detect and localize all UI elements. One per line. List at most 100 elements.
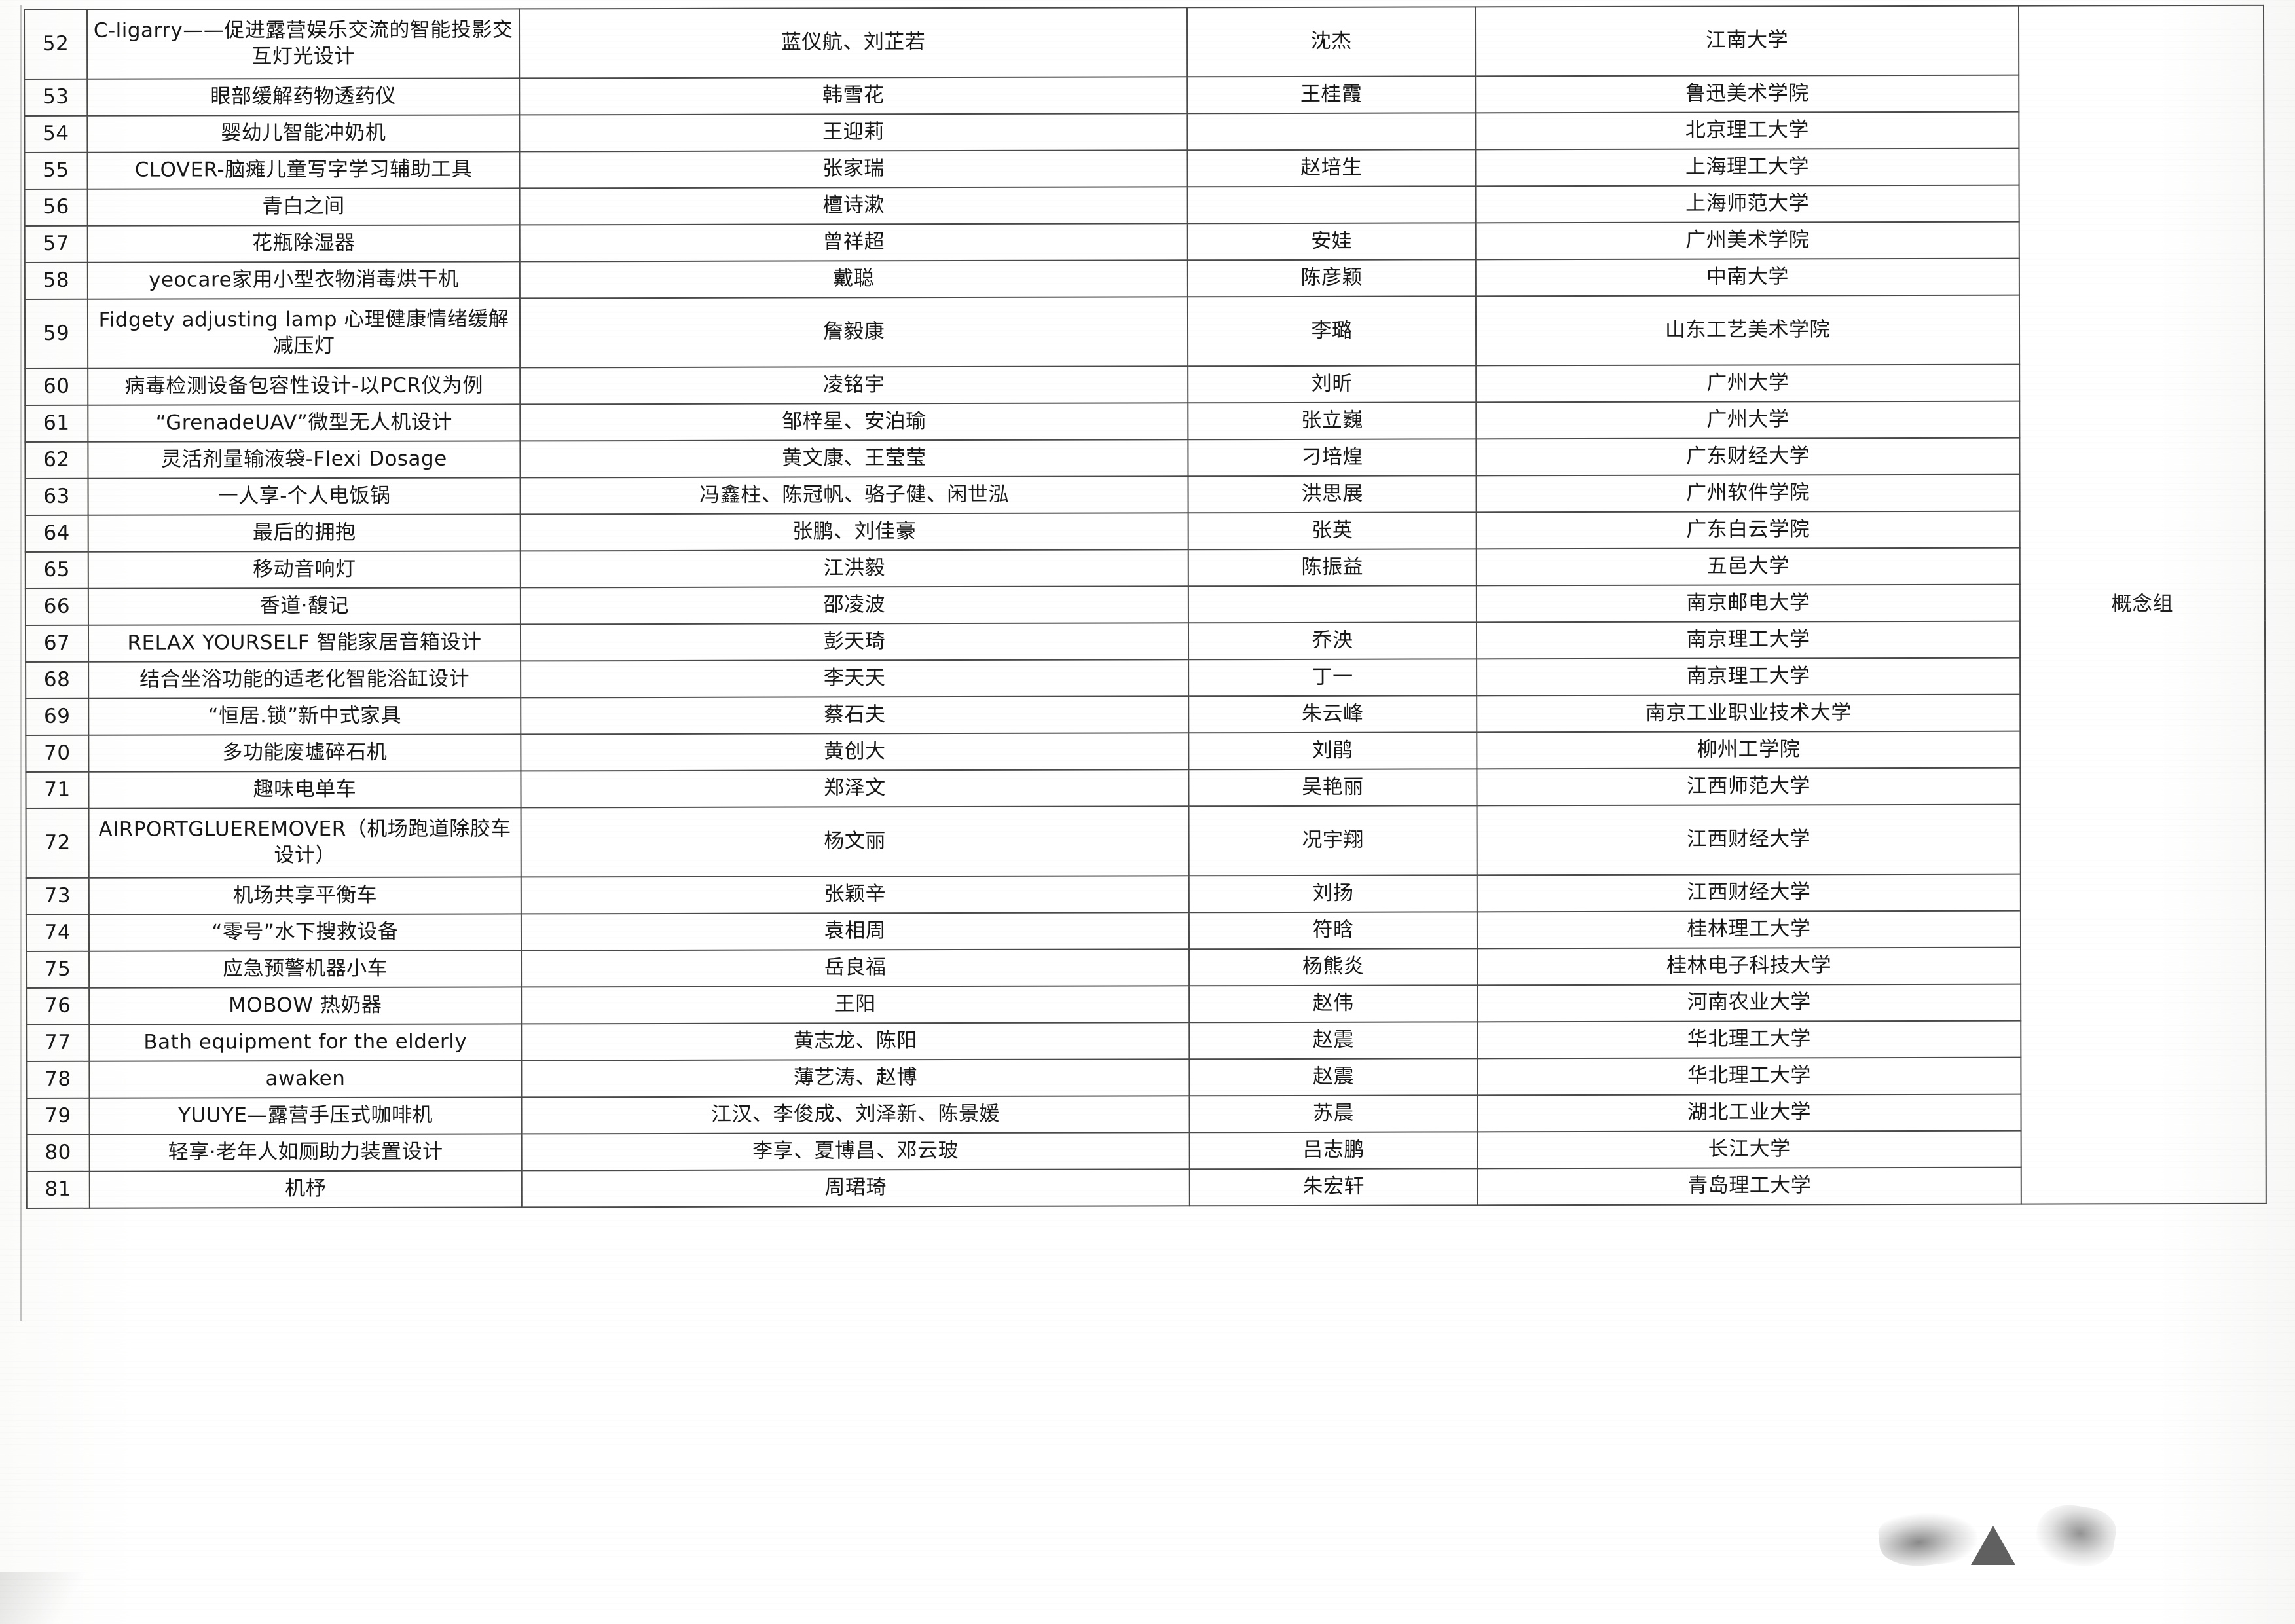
cell-author: 曾祥超 bbox=[519, 223, 1188, 262]
table-row: 68 结合坐浴功能的适老化智能浴缸设计 李天天 丁一 南京理工大学 bbox=[26, 657, 2265, 699]
cell-work-title: RELAX YOURSELF 智能家居音箱设计 bbox=[88, 624, 521, 662]
cell-index: 64 bbox=[25, 515, 88, 552]
table-row: 58 yeocare家用小型衣物消毒烘干机 戴聪 陈彦颖 中南大学 bbox=[24, 258, 2264, 299]
table-row: 54 婴幼儿智能冲奶机 王迎莉 北京理工大学 bbox=[24, 111, 2264, 153]
cell-school: 广东财经大学 bbox=[1476, 437, 2020, 476]
cell-mentor: 赵震 bbox=[1189, 1058, 1478, 1096]
cell-author: 周珺琦 bbox=[521, 1169, 1190, 1208]
cell-mentor: 王桂霞 bbox=[1187, 76, 1476, 114]
cell-index: 61 bbox=[25, 405, 88, 442]
cell-school: 广东白云学院 bbox=[1476, 511, 2020, 549]
cell-index: 65 bbox=[25, 551, 88, 589]
cell-school: 江南大学 bbox=[1475, 5, 2019, 77]
cell-work-title: 婴幼儿智能冲奶机 bbox=[87, 115, 520, 153]
cell-school: 青岛理工大学 bbox=[1477, 1167, 2021, 1206]
cell-mentor: 苏晨 bbox=[1189, 1095, 1478, 1133]
table-row: 62 灵活剂量输液袋-Flexi Dosage 黄文康、王莹莹 刁培煌 广东财经大学 bbox=[25, 437, 2264, 479]
table-row: 53 眼部缓解药物透药仪 韩雪花 王桂霞 鲁迅美术学院 bbox=[24, 75, 2264, 116]
cell-work-title: 病毒检测设备包容性设计-以PCR仪为例 bbox=[88, 367, 521, 405]
cell-mentor: 刁培煌 bbox=[1188, 439, 1477, 477]
cell-mentor: 洪思展 bbox=[1188, 475, 1477, 513]
cell-index: 78 bbox=[26, 1061, 90, 1098]
cell-work-title: 花瓶除湿器 bbox=[87, 225, 520, 263]
cell-index: 56 bbox=[24, 189, 88, 226]
cell-school: 南京邮电大学 bbox=[1476, 584, 2020, 623]
cell-work-title: 移动音响灯 bbox=[88, 551, 521, 589]
cell-school: 江西财经大学 bbox=[1477, 874, 2021, 912]
cell-author: 詹毅康 bbox=[519, 297, 1188, 368]
cell-work-title: “恒居.锁”新中式家具 bbox=[88, 697, 521, 735]
cell-index: 70 bbox=[26, 735, 89, 772]
table-row: 65 移动音响灯 江洪毅 陈振益 五邑大学 bbox=[25, 547, 2265, 589]
table-row: 69 “恒居.锁”新中式家具 蔡石夫 朱云峰 南京工业职业技术大学 bbox=[26, 694, 2265, 735]
cell-work-title: 应急预警机器小车 bbox=[89, 950, 522, 988]
table-row: 71 趣味电单车 郑泽文 吴艳丽 江西师范大学 bbox=[26, 767, 2265, 809]
table-row: 55 CLOVER-脑瘫儿童写字学习辅助工具 张家瑞 赵培生 上海理工大学 bbox=[24, 148, 2264, 189]
cell-author: 戴聪 bbox=[519, 260, 1188, 299]
table-row: 79 YUUYE—露营手压式咖啡机 江汉、李俊成、刘泽新、陈景媛 苏晨 湖北工业大学 bbox=[26, 1094, 2266, 1135]
cell-author: 蓝仪航、刘芷若 bbox=[519, 7, 1188, 79]
cell-mentor: 张英 bbox=[1188, 512, 1477, 550]
cell-index: 79 bbox=[26, 1098, 90, 1135]
cell-work-title: MOBOW 热奶器 bbox=[89, 987, 522, 1025]
table-row: 80 轻享·老年人如厕助力装置设计 李享、夏博昌、邓云玻 吕志鹏 长江大学 bbox=[26, 1130, 2266, 1172]
cell-school: 南京工业职业技术大学 bbox=[1477, 694, 2021, 733]
cell-school: 华北理工大学 bbox=[1477, 1057, 2021, 1096]
cell-author: 王迎莉 bbox=[519, 113, 1188, 152]
cell-mentor: 丁一 bbox=[1188, 659, 1477, 697]
cell-work-title: 青白之间 bbox=[87, 188, 520, 226]
cell-index: 75 bbox=[26, 951, 90, 988]
cell-mentor: 吕志鹏 bbox=[1189, 1132, 1478, 1170]
table-row: 76 MOBOW 热奶器 王阳 赵伟 河南农业大学 bbox=[26, 984, 2266, 1025]
cell-work-title: awaken bbox=[89, 1060, 522, 1098]
cell-index: 54 bbox=[24, 115, 88, 153]
cell-mentor: 赵培生 bbox=[1187, 149, 1476, 187]
cell-mentor: 安娃 bbox=[1187, 223, 1476, 261]
cell-school: 广州大学 bbox=[1476, 401, 2020, 439]
cell-index: 67 bbox=[25, 625, 89, 662]
cell-index: 74 bbox=[26, 914, 90, 951]
cell-work-title: 机场共享平衡车 bbox=[88, 877, 521, 915]
cell-work-title: AIRPORTGLUEREMOVER（机场跑道除胶车设计） bbox=[88, 807, 521, 878]
cell-mentor: 乔泱 bbox=[1188, 622, 1477, 660]
cell-school: 华北理工大学 bbox=[1477, 1020, 2021, 1059]
cell-index: 62 bbox=[25, 441, 88, 479]
cell-school: 上海理工大学 bbox=[1475, 148, 2019, 187]
cell-work-title: 最后的拥抱 bbox=[88, 514, 521, 552]
cell-author: 邵凌波 bbox=[520, 586, 1188, 625]
cell-author: 凌铭宇 bbox=[520, 366, 1188, 405]
cell-work-title: 眼部缓解药物透药仪 bbox=[87, 78, 520, 116]
cell-school: 南京理工大学 bbox=[1477, 657, 2021, 696]
cell-school: 长江大学 bbox=[1477, 1130, 2021, 1169]
award-table-container: 52 C-ligarry——促进露营娱乐交流的智能投影交互灯光设计 蓝仪航、刘芷若沈… bbox=[24, 5, 2266, 1209]
cell-school: 江西财经大学 bbox=[1477, 804, 2021, 876]
cell-work-title: YUUYE—露营手压式咖啡机 bbox=[89, 1097, 522, 1135]
cell-school: 北京理工大学 bbox=[1475, 111, 2019, 150]
cell-school: 中南大学 bbox=[1475, 258, 2019, 297]
cell-index: 80 bbox=[26, 1134, 90, 1172]
cell-author: 邹梓星、安泊瑜 bbox=[520, 403, 1188, 441]
cell-work-title: 机杼 bbox=[89, 1170, 522, 1208]
cell-index: 52 bbox=[24, 9, 88, 79]
cell-author: 王阳 bbox=[521, 986, 1190, 1024]
cell-school: 山东工艺美术学院 bbox=[1475, 295, 2020, 366]
cell-school: 鲁迅美术学院 bbox=[1475, 75, 2019, 113]
cell-mentor: 朱云峰 bbox=[1188, 695, 1477, 733]
cell-index: 55 bbox=[24, 152, 88, 189]
cell-index: 73 bbox=[26, 877, 89, 915]
table-row: 72 AIRPORTGLUEREMOVER（机场跑道除胶车设计） 杨文丽 况宇翔 江西财… bbox=[26, 804, 2266, 878]
cell-work-title: 趣味电单车 bbox=[88, 771, 521, 809]
cell-index: 63 bbox=[25, 478, 88, 515]
cell-work-title: yeocare家用小型衣物消毒烘干机 bbox=[87, 261, 520, 299]
table-row: 70 多功能废墟碎石机 黄创大 刘鹃 柳州工学院 bbox=[26, 731, 2265, 772]
cell-index: 66 bbox=[25, 588, 88, 625]
cell-mentor: 刘扬 bbox=[1188, 875, 1477, 913]
cell-school: 柳州工学院 bbox=[1477, 731, 2021, 769]
cell-author: 冯鑫柱、陈冠帆、骆子健、闲世泓 bbox=[520, 476, 1188, 515]
cell-author: 黄志龙、陈阳 bbox=[521, 1022, 1190, 1061]
table-row: 73 机场共享平衡车 张颖辛 刘扬 江西财经大学 bbox=[26, 874, 2266, 915]
cell-author: 黄创大 bbox=[521, 733, 1189, 771]
page-edge-fold bbox=[0, 1572, 105, 1624]
table-row: 74 “零号”水下搜救设备 袁相周 符晗 桂林理工大学 bbox=[26, 910, 2266, 951]
